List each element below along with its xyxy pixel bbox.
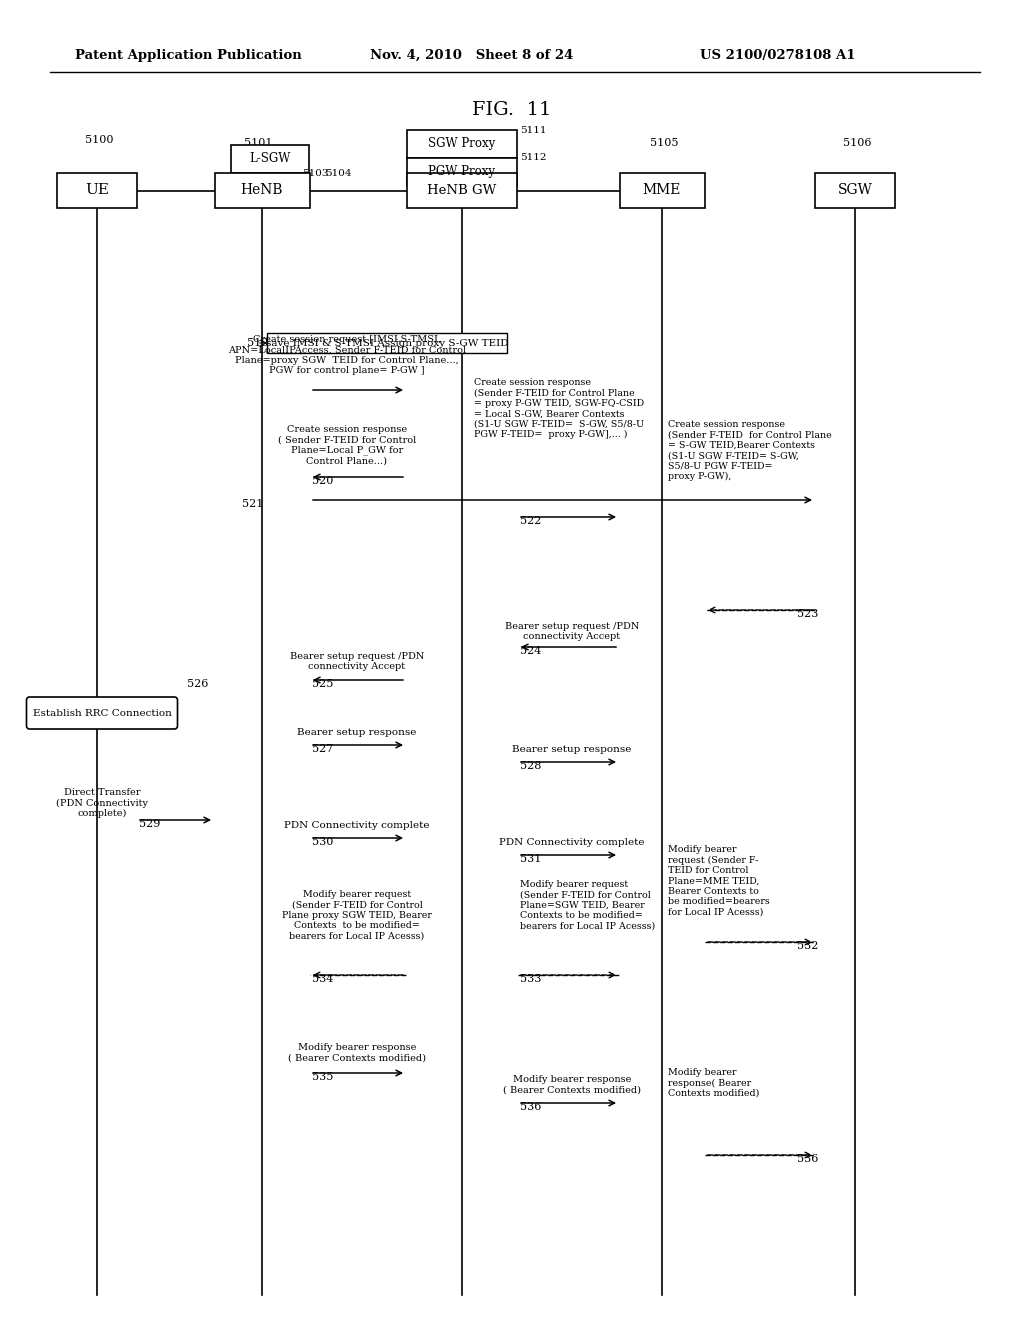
Text: L-SGW: L-SGW bbox=[249, 153, 291, 165]
Text: 5100: 5100 bbox=[85, 135, 114, 145]
Text: Modify bearer
response( Bearer
Contexts modified): Modify bearer response( Bearer Contexts … bbox=[668, 1068, 760, 1098]
Bar bbox=[267, 333, 507, 352]
Text: 5112: 5112 bbox=[520, 153, 547, 162]
Text: 521: 521 bbox=[242, 499, 263, 510]
Bar bbox=[214, 173, 309, 209]
Text: PDN Connectivity complete: PDN Connectivity complete bbox=[500, 838, 645, 847]
Text: 525: 525 bbox=[312, 678, 334, 689]
Text: Create session response
(Sender F-TEID for Control Plane
= proxy P-GW TEID, SGW-: Create session response (Sender F-TEID f… bbox=[474, 378, 644, 440]
Text: 526: 526 bbox=[187, 678, 208, 689]
Text: Bearer setup request /PDN
connectivity Accept: Bearer setup request /PDN connectivity A… bbox=[290, 652, 424, 672]
Text: Establish RRC Connection: Establish RRC Connection bbox=[33, 709, 171, 718]
Text: Create session response
( Sender F-TEID for Control
Plane=Local P_GW for
Control: Create session response ( Sender F-TEID … bbox=[278, 425, 416, 466]
Text: Nov. 4, 2010   Sheet 8 of 24: Nov. 4, 2010 Sheet 8 of 24 bbox=[370, 49, 573, 62]
Text: PDN Connectivity complete: PDN Connectivity complete bbox=[285, 821, 430, 830]
Text: Direct Transfer
(PDN Connectivity
complete): Direct Transfer (PDN Connectivity comple… bbox=[56, 788, 148, 818]
Text: Bearer setup response: Bearer setup response bbox=[297, 729, 417, 737]
Text: SGW: SGW bbox=[838, 183, 872, 198]
Text: 5105: 5105 bbox=[650, 139, 679, 148]
Text: 519: 519 bbox=[247, 338, 268, 348]
FancyBboxPatch shape bbox=[27, 697, 177, 729]
Text: Modify bearer request
(Sender F-TEID for Control
Plane=SGW TEID, Bearer
Contexts: Modify bearer request (Sender F-TEID for… bbox=[520, 880, 655, 931]
Text: HeNB: HeNB bbox=[241, 183, 284, 198]
Text: 5101: 5101 bbox=[244, 139, 272, 148]
Bar bbox=[57, 173, 137, 209]
Text: 535: 535 bbox=[312, 1072, 334, 1082]
Text: 524: 524 bbox=[520, 645, 542, 656]
Text: Modify bearer response
( Bearer Contexts modified): Modify bearer response ( Bearer Contexts… bbox=[288, 1043, 426, 1063]
Text: 523: 523 bbox=[797, 609, 818, 619]
Text: Bearer setup response: Bearer setup response bbox=[512, 744, 632, 754]
Text: 534: 534 bbox=[312, 974, 334, 983]
Text: FIG.  11: FIG. 11 bbox=[472, 102, 552, 119]
Text: 520: 520 bbox=[312, 477, 334, 486]
Text: Patent Application Publication: Patent Application Publication bbox=[75, 49, 302, 62]
Text: UE: UE bbox=[85, 183, 109, 198]
Text: Modify bearer response
( Bearer Contexts modified): Modify bearer response ( Bearer Contexts… bbox=[503, 1074, 641, 1094]
Text: 5103: 5103 bbox=[302, 169, 329, 178]
Text: 536: 536 bbox=[520, 1102, 542, 1111]
Text: Bearer setup request /PDN
connectivity Accept: Bearer setup request /PDN connectivity A… bbox=[505, 622, 639, 642]
Text: 522: 522 bbox=[520, 516, 542, 525]
Bar bbox=[231, 145, 309, 173]
Bar bbox=[620, 173, 705, 209]
Text: Modify bearer request
(Sender F-TEID for Control
Plane proxy SGW TEID, Bearer
Co: Modify bearer request (Sender F-TEID for… bbox=[282, 890, 432, 941]
Text: save IMSI & S-TMSI Assign proxy S-GW TEID: save IMSI & S-TMSI Assign proxy S-GW TEI… bbox=[266, 338, 508, 347]
Text: US 2100/0278108 A1: US 2100/0278108 A1 bbox=[700, 49, 855, 62]
Text: 528: 528 bbox=[520, 762, 542, 771]
Text: 5104: 5104 bbox=[325, 169, 351, 178]
Text: 5106: 5106 bbox=[843, 139, 871, 148]
Text: 529: 529 bbox=[139, 818, 161, 829]
Text: Modify bearer
request (Sender F-
TEID for Control
Plane=MME TEID,
Bearer Context: Modify bearer request (Sender F- TEID fo… bbox=[668, 845, 770, 916]
Text: PGW Proxy: PGW Proxy bbox=[428, 165, 496, 178]
Bar bbox=[815, 173, 895, 209]
Text: 527: 527 bbox=[312, 744, 333, 754]
Text: 530: 530 bbox=[312, 837, 334, 847]
Bar bbox=[407, 173, 517, 209]
Text: MME: MME bbox=[643, 183, 681, 198]
Text: 536: 536 bbox=[797, 1154, 818, 1164]
Text: 531: 531 bbox=[520, 854, 542, 865]
Text: SGW Proxy: SGW Proxy bbox=[428, 137, 496, 150]
Text: Create session request [IMSLS-TMSI,
APN=LocalIPAccess, Sender F-TEID for Control: Create session request [IMSLS-TMSI, APN=… bbox=[228, 335, 466, 375]
Bar bbox=[407, 158, 517, 186]
Text: 532: 532 bbox=[797, 941, 818, 950]
Text: HeNB GW: HeNB GW bbox=[427, 183, 497, 197]
Text: 533: 533 bbox=[520, 974, 542, 983]
Text: Create session response
(Sender F-TEID  for Control Plane
= S-GW TEID,Bearer Con: Create session response (Sender F-TEID f… bbox=[668, 420, 831, 482]
Bar bbox=[407, 129, 517, 158]
Text: 5111: 5111 bbox=[520, 125, 547, 135]
